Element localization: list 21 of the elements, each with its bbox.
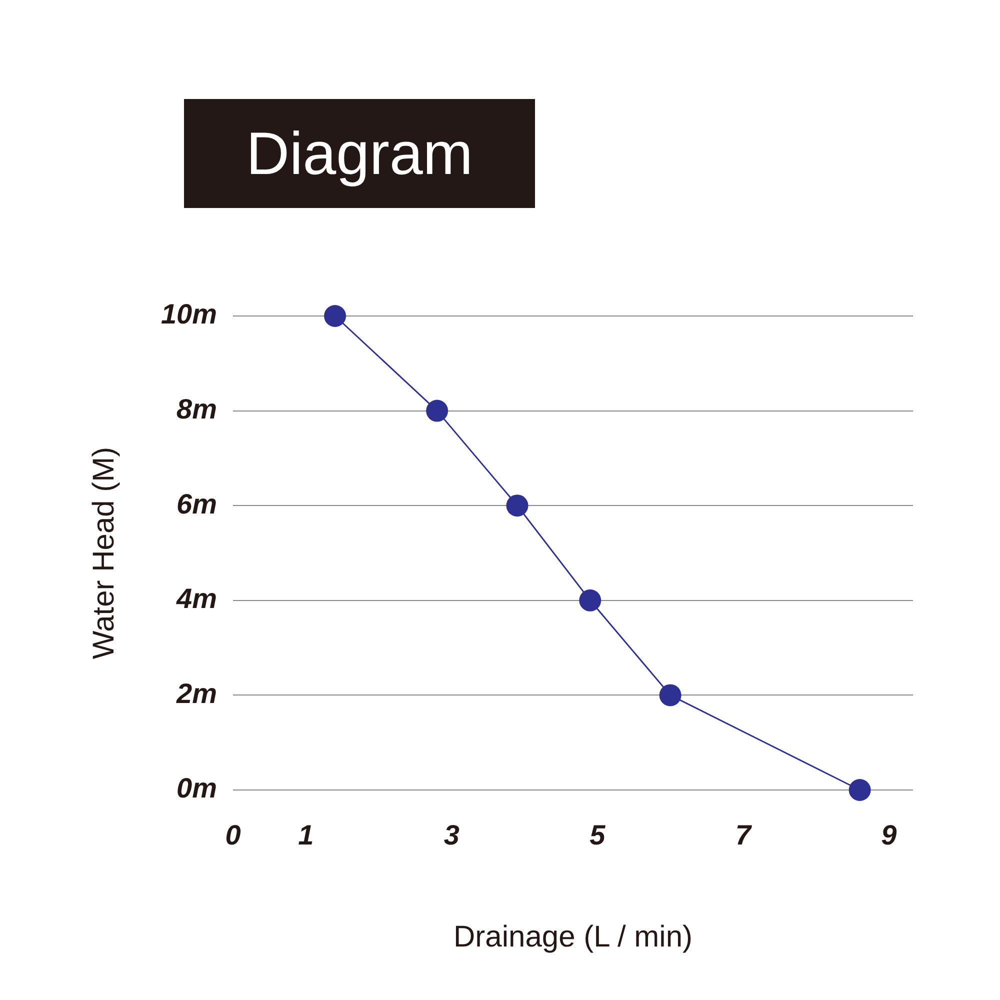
point	[579, 589, 602, 612]
y-tick-label: 2m	[176, 678, 217, 709]
y-tick-label: 4m	[176, 583, 217, 614]
x-axis-title: Drainage (L / min)	[454, 920, 692, 954]
y-axis-title: Water Head (M)	[87, 446, 120, 660]
y-tick-label: 10m	[160, 298, 217, 330]
point	[659, 684, 682, 706]
x-tick-label: 3	[444, 820, 460, 851]
x-tick-label: 7	[735, 820, 752, 851]
x-tick-label: 0	[225, 820, 242, 851]
x-tick-label: 9	[881, 820, 898, 851]
point	[848, 779, 871, 801]
y-tick-label: 8m	[176, 394, 217, 425]
point	[324, 305, 346, 327]
x-tick-label: 5	[590, 820, 606, 851]
y-tick-label: 0m	[176, 772, 217, 804]
chart-title: Diagram	[184, 99, 535, 208]
x-tick-label: 1	[298, 820, 314, 851]
point	[506, 494, 528, 517]
y-tick-label: 6m	[176, 488, 217, 520]
point	[426, 400, 448, 422]
